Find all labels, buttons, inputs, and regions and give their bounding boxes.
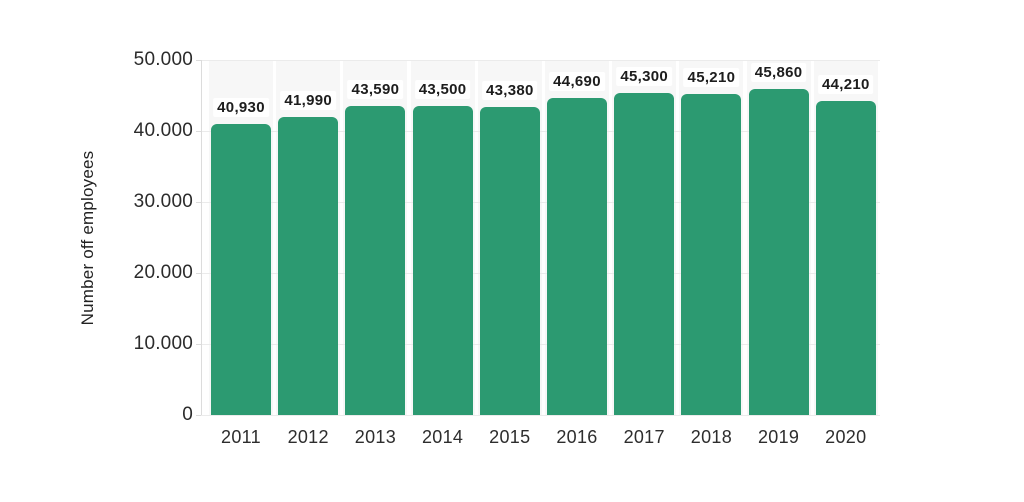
x-tick-label-2014: 2014: [421, 427, 464, 447]
gridline: [201, 415, 880, 416]
value-label-2016: 44,690: [549, 71, 605, 91]
value-label-2020: 44,210: [817, 75, 874, 95]
bar-2020: [815, 101, 876, 415]
y-tick-label: 0: [182, 404, 193, 425]
bar-2013: [345, 105, 406, 415]
gridline: [201, 202, 880, 203]
y-tick-mark: [196, 344, 201, 345]
y-tick-mark: [196, 202, 201, 203]
x-tick-label-2011: 2011: [221, 427, 261, 447]
y-axis-line: [201, 60, 202, 415]
y-tick-label: 50.000: [133, 49, 193, 70]
bar-2017: [614, 93, 675, 415]
y-tick-label: 20.000: [133, 262, 193, 283]
value-label-2011: 40,930: [213, 98, 269, 118]
x-tick-label-2018: 2018: [690, 427, 733, 447]
value-label-2013: 43,590: [347, 79, 404, 99]
y-tick-mark: [196, 415, 201, 416]
value-label-2018: 45,210: [683, 68, 740, 87]
value-label-2012: 41,990: [280, 90, 337, 110]
gridline: [201, 344, 880, 345]
x-tick-label-2017: 2017: [623, 427, 665, 447]
bar-2011: [211, 124, 271, 415]
y-tick-label: 30.000: [133, 191, 193, 212]
value-label-2017: 45,300: [616, 67, 673, 87]
bar-2016: [547, 97, 607, 415]
value-label-2014: 43,500: [414, 80, 471, 100]
bar-2019: [748, 89, 809, 415]
x-tick-label-2012: 2012: [287, 427, 329, 447]
y-tick-mark: [196, 131, 201, 132]
gridline: [201, 131, 880, 132]
bar-2012: [278, 116, 339, 415]
y-tick-mark: [196, 273, 201, 274]
y-tick-label: 10.000: [133, 333, 193, 354]
y-tick-label: 40.000: [133, 120, 193, 141]
x-tick-label-2019: 2019: [757, 427, 800, 447]
bar-2014: [412, 106, 473, 415]
value-label-2019: 45,860: [750, 63, 807, 83]
x-tick-label-2015: 2015: [489, 427, 531, 447]
value-label-2015: 43,380: [481, 81, 538, 100]
gridline: [201, 273, 880, 274]
bar-2015: [479, 107, 540, 415]
x-tick-label-2013: 2013: [354, 427, 397, 447]
bar-2018: [681, 94, 742, 415]
x-tick-label-2016: 2016: [556, 427, 598, 447]
gridline: [201, 60, 880, 61]
y-tick-mark: [196, 60, 201, 61]
x-tick-label-2020: 2020: [825, 427, 867, 447]
